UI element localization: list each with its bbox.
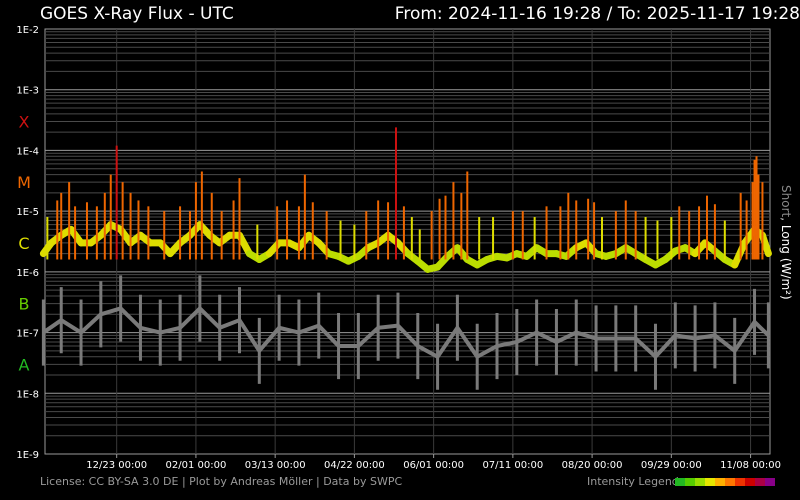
y-axis-label: Short, Long (W/m²) [779, 185, 793, 300]
x-tick-label: 08/20 00:00 [562, 460, 623, 470]
short-channel-series [41, 275, 770, 390]
flare-class-b: B [19, 295, 30, 314]
x-tick-label: 02/01 00:00 [166, 460, 227, 470]
license-footer: License: CC BY-SA 3.0 DE | Plot by Andre… [40, 475, 403, 488]
y-tick-label: 1E-2 [16, 25, 39, 36]
flare-class-a: A [19, 355, 30, 374]
y-axis-ticks: 1E-2 1E-3 1E-4 1E-5 1E-6 1E-7 1E-8 1E-9 [16, 25, 39, 461]
intensity-legend-label: Intensity Legend [587, 475, 679, 488]
x-tick-label: 07/11 00:00 [482, 460, 543, 470]
x-tick-label: 11/08 00:00 [720, 460, 781, 470]
x-tick-label: 03/13 00:00 [245, 460, 306, 470]
legend-swatch [755, 478, 765, 486]
x-tick-label: 09/29 00:00 [641, 460, 702, 470]
grid-lines [45, 29, 770, 455]
legend-swatch [725, 478, 735, 486]
flare-class-c: C [18, 234, 29, 253]
xray-flux-chart: 1E-2 1E-3 1E-4 1E-5 1E-6 1E-7 1E-8 1E-9 X M C B A 1… [16, 25, 793, 470]
legend-swatch [735, 478, 745, 486]
intensity-legend-bar [675, 478, 775, 486]
flare-class-labels: X M C B A [17, 112, 31, 374]
y-tick-label: 1E-8 [16, 389, 39, 400]
y-tick-label: 1E-6 [16, 268, 39, 279]
y-axis-label-separator: , [779, 217, 793, 225]
flare-class-m: M [17, 173, 31, 192]
y-tick-label: 1E-7 [16, 329, 39, 340]
x-tick-label: 12/23 00:00 [86, 460, 147, 470]
legend-swatch [675, 478, 685, 486]
legend-swatch [745, 478, 755, 486]
y-axis-label-long: Long [779, 225, 793, 254]
date-range: From: 2024-11-16 19:28 / To: 2025-11-17 … [394, 4, 800, 24]
long-channel-series [39, 127, 772, 273]
y-tick-label: 1E-4 [16, 146, 39, 157]
y-tick-label: 1E-9 [16, 450, 39, 461]
y-tick-label: 1E-5 [16, 207, 39, 218]
chart-title: GOES X-Ray Flux - UTC [40, 4, 234, 24]
legend-swatch [685, 478, 695, 486]
x-axis-ticks: 12/23 00:00 02/01 00:00 03/13 00:00 04/22 0… [86, 454, 781, 470]
y-axis-label-unit: (W/m²) [779, 258, 793, 300]
legend-swatch [705, 478, 715, 486]
x-tick-label: 06/01 00:00 [403, 460, 464, 470]
x-tick-label: 04/22 00:00 [324, 460, 385, 470]
plot-area [44, 28, 771, 455]
legend-swatch [715, 478, 725, 486]
flare-class-x: X [19, 112, 30, 131]
legend-swatch [765, 478, 775, 486]
y-tick-label: 1E-3 [16, 86, 39, 97]
series-short-line [42, 305, 770, 360]
legend-swatch [695, 478, 705, 486]
y-axis-label-short: Short [779, 185, 793, 217]
